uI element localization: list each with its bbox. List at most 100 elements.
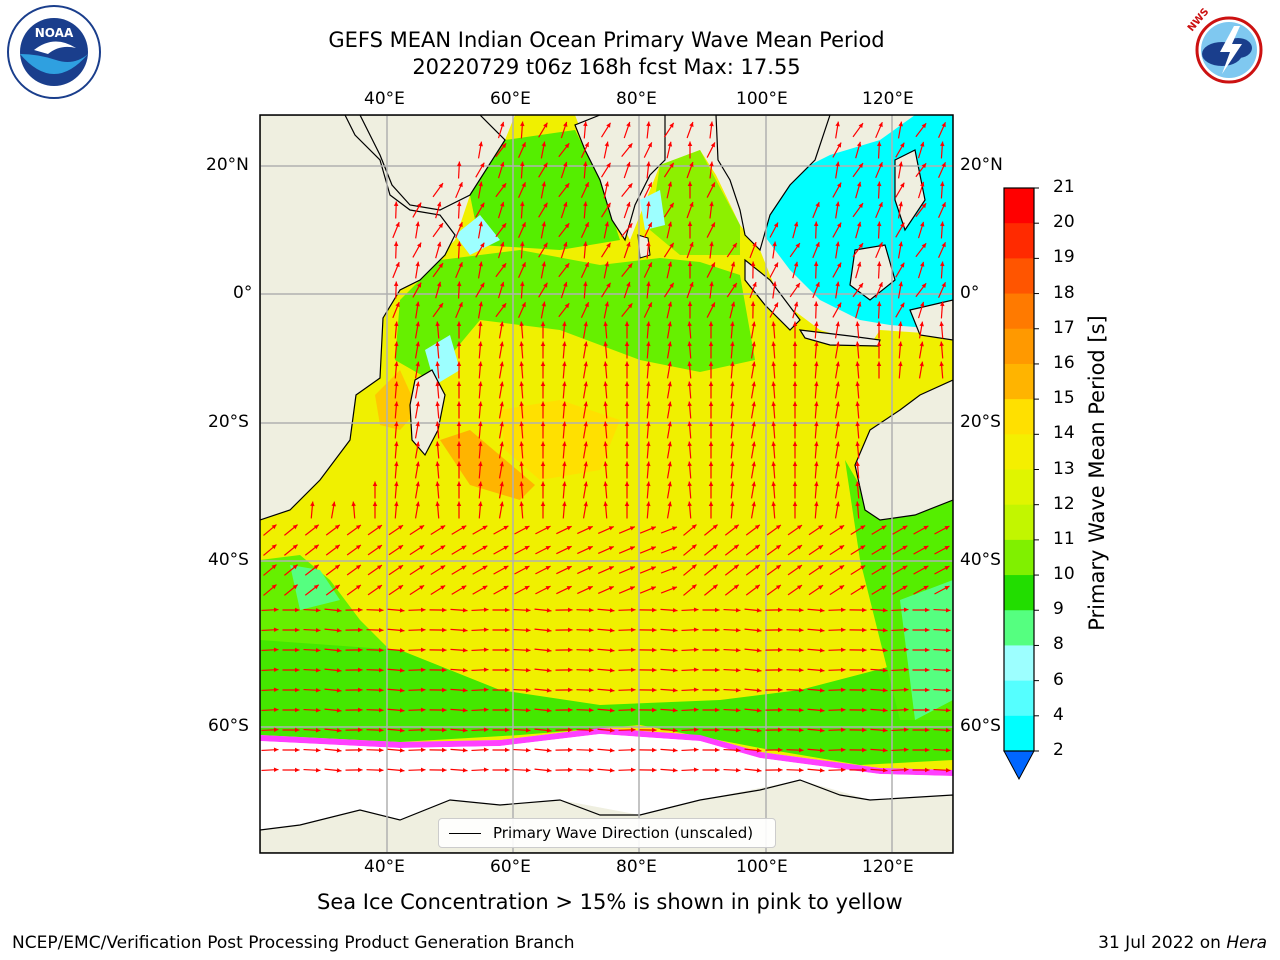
wave-arrow-head xyxy=(378,747,384,753)
wave-arrow-head xyxy=(501,183,507,189)
wave-arrow-head xyxy=(519,441,524,447)
colorbar-band xyxy=(1004,469,1034,506)
wave-arrow-head xyxy=(881,585,887,590)
wave-arrow-head xyxy=(603,321,608,327)
wave-arrow-head xyxy=(730,421,735,427)
wave-arrow-head xyxy=(778,607,783,613)
wave-arrow-head xyxy=(862,727,867,733)
wave-arrow-head xyxy=(568,707,573,713)
wave-arrow-head xyxy=(415,321,420,327)
wave-arrow-head xyxy=(795,243,800,248)
wave-arrow-head xyxy=(860,525,866,530)
wave-arrow-head xyxy=(358,647,363,653)
wave-arrow-head xyxy=(856,141,862,147)
wave-arrow-head xyxy=(646,501,651,507)
wave-arrow-head xyxy=(778,687,783,693)
wave-arrow-head xyxy=(797,545,802,550)
wave-arrow-head xyxy=(754,584,760,590)
wave-arrow-head xyxy=(358,607,363,613)
wave-arrow-head xyxy=(735,747,741,753)
wave-arrow-head xyxy=(583,421,588,427)
wave-arrow-head xyxy=(813,221,819,227)
wave-arrow-head xyxy=(399,728,405,733)
wave-arrow-head xyxy=(587,546,593,551)
wave-arrow-head xyxy=(925,607,930,613)
wave-arrow-head xyxy=(712,524,718,530)
wave-arrow-head xyxy=(292,544,298,550)
wave-arrow-head xyxy=(519,481,524,487)
wave-arrow-head xyxy=(624,421,630,426)
wave-arrow-head xyxy=(394,361,399,367)
tick-bottom-120e: 120°E xyxy=(862,857,914,877)
wave-arrow-head xyxy=(461,585,467,590)
wave-arrow-head xyxy=(399,668,405,673)
wave-arrow-head xyxy=(378,647,384,653)
wave-arrow-head xyxy=(358,687,363,693)
wave-arrow-head xyxy=(415,341,420,347)
wave-arrow-head xyxy=(378,727,384,733)
wave-arrow-head xyxy=(540,461,546,466)
wave-arrow-head xyxy=(415,301,420,307)
wave-arrow-head xyxy=(545,566,551,571)
wave-arrow-head xyxy=(778,647,783,653)
wave-arrow-head xyxy=(609,748,615,753)
wave-arrow-head xyxy=(647,182,652,188)
wave-arrow-head xyxy=(855,461,860,467)
wave-arrow-head xyxy=(771,461,776,467)
wave-arrow-head xyxy=(671,526,677,531)
colorbar-tick-label: 10 xyxy=(1053,564,1075,585)
land-indochina xyxy=(715,115,831,252)
wave-arrow-head xyxy=(603,481,608,487)
wave-arrow-head xyxy=(671,586,677,591)
colorbar-tick-label: 18 xyxy=(1053,282,1075,303)
wave-arrow-head xyxy=(709,121,714,127)
wave-arrow-head xyxy=(693,607,699,613)
wave-arrow-head xyxy=(629,586,635,591)
wave-arrow-head xyxy=(925,767,930,773)
wave-arrow-head xyxy=(771,481,776,487)
wave-arrow-head xyxy=(521,142,526,148)
wave-arrow-head xyxy=(940,221,945,227)
high-period-patch xyxy=(500,400,620,480)
wave-arrow-head xyxy=(499,461,504,467)
legend-label: Primary Wave Direction (unscaled) xyxy=(493,824,754,842)
wave-arrow-head xyxy=(797,585,802,590)
wave-arrow-head xyxy=(792,361,798,366)
wave-arrow-head xyxy=(480,282,485,288)
wave-arrow-head xyxy=(608,586,614,591)
wave-arrow-head xyxy=(903,607,909,613)
wave-arrow-head xyxy=(442,747,447,753)
wave-arrow-head xyxy=(819,768,825,773)
wave-arrow-head xyxy=(295,727,300,733)
wave-arrow-head xyxy=(627,263,633,269)
wave-arrow-head xyxy=(876,221,882,227)
wave-arrow-head xyxy=(461,525,467,530)
wave-arrow-head xyxy=(462,668,468,673)
wave-arrow-head xyxy=(541,221,547,227)
wave-arrow-head xyxy=(584,262,589,268)
wave-arrow-head xyxy=(334,544,340,550)
wave-arrow-head xyxy=(393,201,399,207)
wave-arrow-head xyxy=(836,302,842,308)
colorbar-tick-label: 16 xyxy=(1053,352,1075,373)
wave-arrow-head xyxy=(652,687,657,693)
wave-arrow-head xyxy=(525,727,531,733)
land-arabia xyxy=(359,115,506,211)
wave-arrow-head xyxy=(856,301,862,307)
wave-arrow-head xyxy=(855,441,860,447)
wave-arrow-head xyxy=(503,525,509,531)
wave-arrow-head xyxy=(478,501,483,507)
wave-arrow-head xyxy=(377,585,382,590)
wave-arrow-head xyxy=(944,586,950,591)
wave-arrow-head xyxy=(630,727,636,733)
wave-arrow-head xyxy=(394,421,399,427)
wave-arrow-head xyxy=(860,545,866,550)
wave-arrow-head xyxy=(630,647,636,653)
wave-arrow-head xyxy=(862,767,867,773)
wave-arrow-head xyxy=(478,461,483,467)
legend-line xyxy=(449,832,481,834)
wave-arrow-head xyxy=(630,707,636,713)
wave-arrow-head xyxy=(603,341,608,347)
wave-arrow-head xyxy=(273,647,279,653)
wave-arrow-head xyxy=(795,283,800,288)
